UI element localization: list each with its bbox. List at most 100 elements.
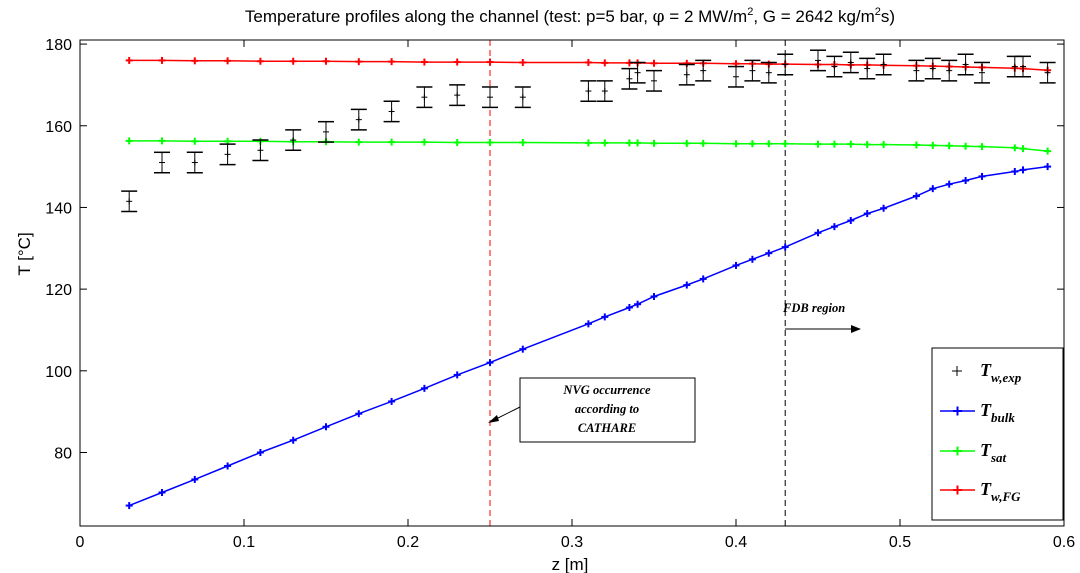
fdb-annotation-label: FDB region xyxy=(782,301,845,315)
series-t-w-exp xyxy=(121,49,1056,213)
y-tick-label-3: 140 xyxy=(45,200,72,217)
plot-border xyxy=(79,39,1065,527)
data-point-25 xyxy=(830,223,838,231)
errorbar-point-21 xyxy=(744,59,761,82)
data-point-0 xyxy=(125,137,133,145)
data-point-25 xyxy=(830,140,838,148)
legend: Tw,exp Tbulk Tsat Tw,FG xyxy=(931,347,1064,521)
errorbar-point-31 xyxy=(941,59,958,82)
errorbar-point-24 xyxy=(810,49,826,72)
data-point-15 xyxy=(625,139,633,147)
data-point-34 xyxy=(1011,168,1019,176)
data-point-10 xyxy=(453,58,461,66)
data-series xyxy=(121,49,1056,510)
legend-entry-t-bulk: Tbulk xyxy=(940,400,1015,425)
data-point-3 xyxy=(224,57,232,65)
y-tick-label-0: 80 xyxy=(54,445,72,462)
errorbar-point-6 xyxy=(318,120,334,143)
data-point-8 xyxy=(388,397,396,405)
data-point-7 xyxy=(355,138,363,146)
legend-entry-t-sat: Tsat xyxy=(940,440,1007,465)
errorbar-point-19 xyxy=(695,59,712,82)
data-point-3 xyxy=(224,462,232,470)
errorbar-point-3 xyxy=(219,143,236,166)
data-point-6 xyxy=(322,423,330,431)
data-point-12 xyxy=(519,58,527,66)
errorbar-point-22 xyxy=(760,61,777,84)
data-point-11 xyxy=(486,58,494,66)
data-point-19 xyxy=(699,275,707,283)
vertical-markers xyxy=(489,40,786,526)
data-point-31 xyxy=(945,180,953,188)
nvg-annotation-line-1: NVG occurrence xyxy=(562,383,651,397)
x-tick-label-3: 0.3 xyxy=(561,534,583,551)
chart-title: Temperature profiles along the channel (… xyxy=(245,6,895,27)
data-point-13 xyxy=(584,320,592,328)
data-point-10 xyxy=(453,139,461,147)
errorbar-point-12 xyxy=(514,86,531,109)
y-axis-label: T [°C] xyxy=(15,232,34,275)
errorbar-point-30 xyxy=(924,57,941,80)
nvg-annotation-line-2: according to xyxy=(575,402,639,416)
errorbar-point-35 xyxy=(1015,55,1031,78)
x-tick-label-1: 0.1 xyxy=(233,534,255,551)
data-point-28 xyxy=(880,141,888,149)
series-t-bulk xyxy=(125,163,1052,510)
fdb-annotation-arrowhead xyxy=(851,325,861,333)
y-tick-label-1: 100 xyxy=(45,364,72,381)
errorbar-point-34 xyxy=(1006,55,1023,78)
data-point-24 xyxy=(814,229,822,237)
nvg-annotation-box xyxy=(519,377,696,443)
data-point-31 xyxy=(945,142,953,150)
data-point-2 xyxy=(191,57,199,65)
legend-label-t-w-fg: Tw,FG xyxy=(980,479,1021,504)
data-point-7 xyxy=(355,58,363,66)
data-point-21 xyxy=(748,255,756,263)
data-point-17 xyxy=(650,292,658,300)
data-point-14 xyxy=(601,313,609,321)
errorbar-point-5 xyxy=(285,129,302,152)
data-point-2 xyxy=(191,137,199,145)
errorbar-point-17 xyxy=(646,69,662,92)
data-point-9 xyxy=(420,58,428,66)
data-point-1 xyxy=(158,137,166,145)
data-point-36 xyxy=(1044,163,1052,171)
data-point-12 xyxy=(519,139,527,147)
errorbar-point-36 xyxy=(1039,61,1056,84)
data-point-9 xyxy=(420,138,428,146)
data-point-8 xyxy=(388,58,396,66)
data-point-29 xyxy=(912,141,920,149)
data-point-32 xyxy=(962,176,970,184)
errorbar-point-4 xyxy=(252,139,269,162)
errorbar-point-25 xyxy=(826,55,843,78)
data-point-17 xyxy=(650,59,658,67)
data-point-5 xyxy=(289,436,297,444)
data-point-13 xyxy=(584,139,592,147)
data-point-20 xyxy=(732,140,740,148)
data-point-30 xyxy=(929,185,937,193)
nvg-annotation: NVG occurrence according to CATHARE xyxy=(488,377,696,443)
data-point-33 xyxy=(978,172,986,180)
plot-frame xyxy=(79,39,1065,527)
data-point-18 xyxy=(683,139,691,147)
data-point-33 xyxy=(978,143,986,151)
legend-entry-t-w-fg: Tw,FG xyxy=(940,479,1021,504)
data-point-16 xyxy=(634,139,642,147)
errorbar-point-7 xyxy=(350,108,367,131)
data-point-35 xyxy=(1019,145,1027,153)
errorbar-point-2 xyxy=(186,151,203,174)
errorbar-point-28 xyxy=(875,53,892,76)
data-point-15 xyxy=(625,304,633,312)
data-point-1 xyxy=(158,56,166,64)
nvg-annotation-line-3: CATHARE xyxy=(578,421,636,435)
errorbar-point-23 xyxy=(777,53,794,76)
data-point-28 xyxy=(880,204,888,212)
data-point-16 xyxy=(634,300,642,308)
data-point-29 xyxy=(912,192,920,200)
data-point-27 xyxy=(863,141,871,149)
data-point-4 xyxy=(256,57,264,65)
x-tick-label-0: 0 xyxy=(76,534,85,551)
data-point-11 xyxy=(486,359,494,367)
legend-label-t-w-exp: Tw,exp xyxy=(980,360,1022,385)
legend-entry-t-w-exp: Tw,exp xyxy=(952,360,1022,385)
